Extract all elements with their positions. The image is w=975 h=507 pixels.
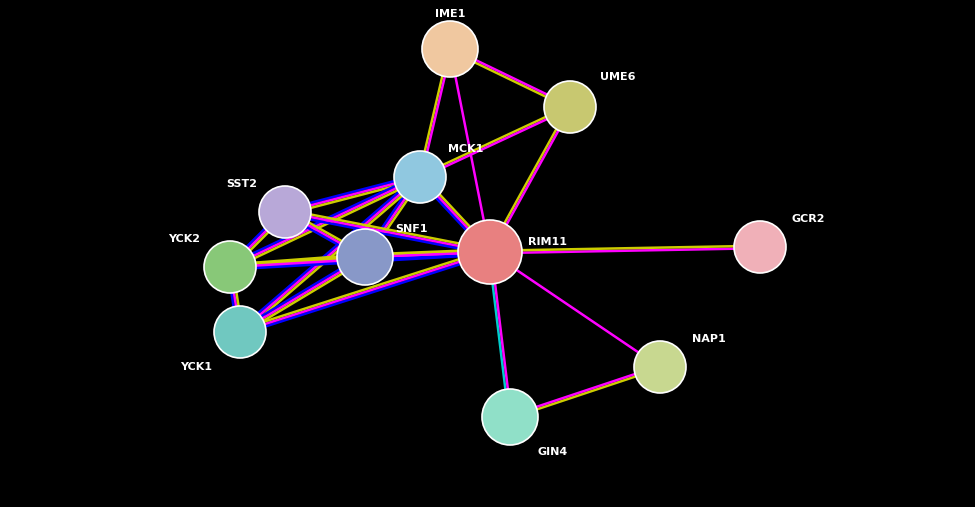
Circle shape: [458, 220, 522, 284]
Circle shape: [544, 81, 596, 133]
Text: GIN4: GIN4: [538, 447, 568, 457]
Text: SST2: SST2: [226, 179, 257, 189]
Circle shape: [204, 241, 256, 293]
Circle shape: [634, 341, 686, 393]
Text: RIM11: RIM11: [528, 237, 567, 247]
Text: UME6: UME6: [600, 72, 636, 82]
Text: NAP1: NAP1: [692, 334, 725, 344]
Circle shape: [214, 306, 266, 358]
Text: SNF1: SNF1: [395, 224, 427, 234]
Text: IME1: IME1: [435, 9, 465, 19]
Text: YCK2: YCK2: [168, 234, 200, 244]
Circle shape: [394, 151, 446, 203]
Circle shape: [482, 389, 538, 445]
Text: MCK1: MCK1: [448, 144, 484, 154]
Circle shape: [734, 221, 786, 273]
Text: YCK1: YCK1: [180, 362, 212, 372]
Text: GCR2: GCR2: [792, 214, 826, 224]
Circle shape: [337, 229, 393, 285]
Circle shape: [259, 186, 311, 238]
Circle shape: [422, 21, 478, 77]
